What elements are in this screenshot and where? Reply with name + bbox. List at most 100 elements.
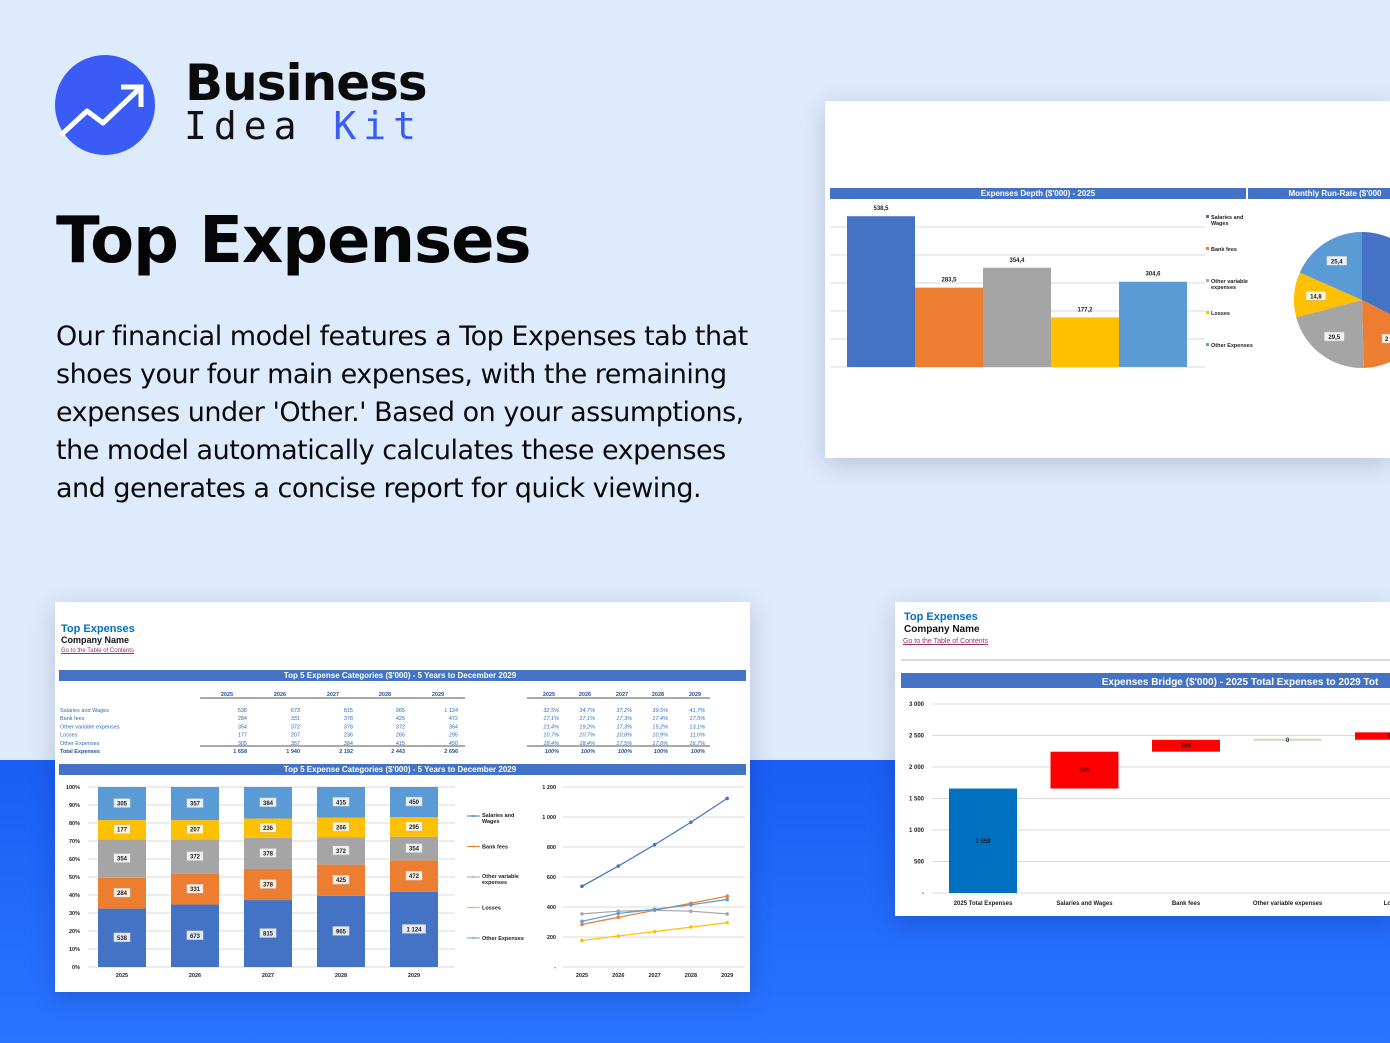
- runrate-banner-title: Monthly Run-Rate ($'000: [1288, 189, 1382, 198]
- segment-label-box: [405, 843, 423, 853]
- cell-pct: 17,1%: [579, 716, 595, 722]
- total-pct: 100%: [545, 749, 559, 755]
- row-label: Losses: [60, 733, 78, 739]
- data-point: [689, 902, 693, 907]
- year-header: 2025: [221, 692, 233, 698]
- y-tick: 10%: [69, 947, 80, 953]
- segment-label: 1 124: [406, 927, 422, 933]
- data-point: [652, 907, 657, 912]
- table-banner: [59, 670, 746, 681]
- pct-year-header: 2027: [616, 692, 628, 698]
- segment-label-box: [402, 924, 426, 934]
- y-tick: -: [922, 891, 924, 897]
- cell-value: 965: [396, 708, 405, 714]
- cell-value: 425: [396, 716, 405, 722]
- y-tick: 500: [914, 860, 925, 866]
- x-tick: 2026: [612, 973, 624, 979]
- company-name: Company Name: [61, 635, 130, 645]
- bar-label: 538,5: [873, 206, 889, 212]
- x-tick: 2025: [576, 973, 588, 979]
- description: Our financial model features a Top Expen…: [56, 321, 748, 504]
- legend-label: Salaries and: [482, 813, 514, 819]
- brand-kit: Kit: [333, 104, 424, 148]
- data-point: [580, 922, 584, 927]
- legend-label: Losses: [482, 906, 501, 912]
- legend-label: Salaries and: [1211, 215, 1243, 221]
- cell-value: 354: [449, 724, 458, 730]
- segment-label-box: [332, 845, 350, 856]
- cell-value: 357: [291, 741, 300, 747]
- cell-value: 305: [238, 741, 247, 747]
- cell-value: 372: [396, 724, 405, 730]
- segment-label: 965: [336, 929, 347, 935]
- toc-link[interactable]: Go to the Table of Contents: [61, 648, 134, 654]
- y-tick: 20%: [69, 929, 80, 935]
- segment-label-box: [332, 797, 350, 807]
- segment-label-box: [332, 822, 350, 832]
- cell-pct: 37,2%: [616, 708, 632, 714]
- cell-value: 177: [238, 733, 247, 739]
- segment-label: 815: [263, 932, 274, 938]
- pie-label-box: [1381, 333, 1390, 344]
- segment-label-box: [186, 851, 204, 861]
- segment-label-box: [113, 932, 131, 943]
- data-point: [580, 938, 584, 943]
- segment-label: 472: [409, 874, 420, 880]
- segment-label-box: [259, 928, 277, 938]
- y-tick: 80%: [69, 821, 80, 827]
- bar-label: 1 658: [975, 839, 991, 845]
- cell-pct: 18,4%: [579, 741, 595, 747]
- segment-label-box: [186, 930, 204, 941]
- row-label: Bank fees: [60, 716, 85, 722]
- segment-label: 207: [190, 828, 201, 834]
- segment-label-box: [332, 926, 350, 936]
- x-tick: 2028: [335, 973, 347, 979]
- cell-pct: 10,7%: [579, 733, 595, 739]
- trend-arrow-icon: [59, 84, 144, 137]
- pie-slice-0: [1362, 232, 1390, 315]
- pie-label: 2: [1385, 337, 1389, 343]
- y-tick: 2 000: [909, 765, 925, 771]
- toc-link[interactable]: Go to the Table of Contents: [903, 638, 989, 645]
- y-tick: 800: [547, 845, 556, 851]
- legend-swatch: [1206, 247, 1209, 250]
- legend-label-2: expenses: [482, 880, 507, 886]
- sheet-title: Top Expenses: [904, 611, 978, 623]
- brand-line2: Idea Kit: [184, 104, 423, 148]
- legend-label: Other variable: [482, 874, 519, 880]
- x-tick: Bank fees: [1172, 901, 1201, 907]
- segment-label: 538: [117, 936, 128, 942]
- total-label: Total Expenses: [60, 749, 100, 755]
- y-tick: 400: [547, 905, 556, 911]
- bar-label: 0: [1286, 738, 1290, 744]
- total-value: 1 940: [286, 749, 300, 755]
- bar-4: [1119, 281, 1187, 367]
- pie-label-box: [1324, 331, 1345, 342]
- legend-marker: [472, 876, 475, 878]
- legend-label-2: expenses: [1211, 285, 1236, 291]
- total-value: 1 658: [233, 749, 247, 755]
- logo: [55, 55, 155, 155]
- bar-label: 177,2: [1077, 307, 1093, 313]
- cell-pct: 10,7%: [543, 733, 559, 739]
- cell-pct: 17,5%: [616, 741, 632, 747]
- segment-label-box: [113, 887, 131, 898]
- segment-label: 450: [409, 800, 420, 806]
- x-tick: 2027: [648, 973, 660, 979]
- legend-marker: [472, 815, 475, 817]
- y-tick: 0%: [72, 965, 80, 971]
- cell-pct: 21,4%: [542, 724, 559, 730]
- pct-year-header: 2025: [543, 692, 555, 698]
- cell-value: 378: [344, 724, 353, 730]
- cell-value: 673: [291, 708, 300, 714]
- segment-label: 357: [190, 802, 201, 808]
- data-point: [616, 864, 621, 868]
- cell-value: 378: [344, 716, 353, 722]
- cell-pct: 10,9%: [652, 733, 668, 739]
- cell-pct: 17,4%: [652, 716, 668, 722]
- cell-value: 354: [238, 724, 247, 730]
- cell-value: 266: [396, 733, 405, 739]
- runrate-banner: [1248, 188, 1390, 199]
- x-tick: Other variable expenses: [1253, 901, 1323, 907]
- x-tick: Salaries and Wages: [1056, 901, 1113, 907]
